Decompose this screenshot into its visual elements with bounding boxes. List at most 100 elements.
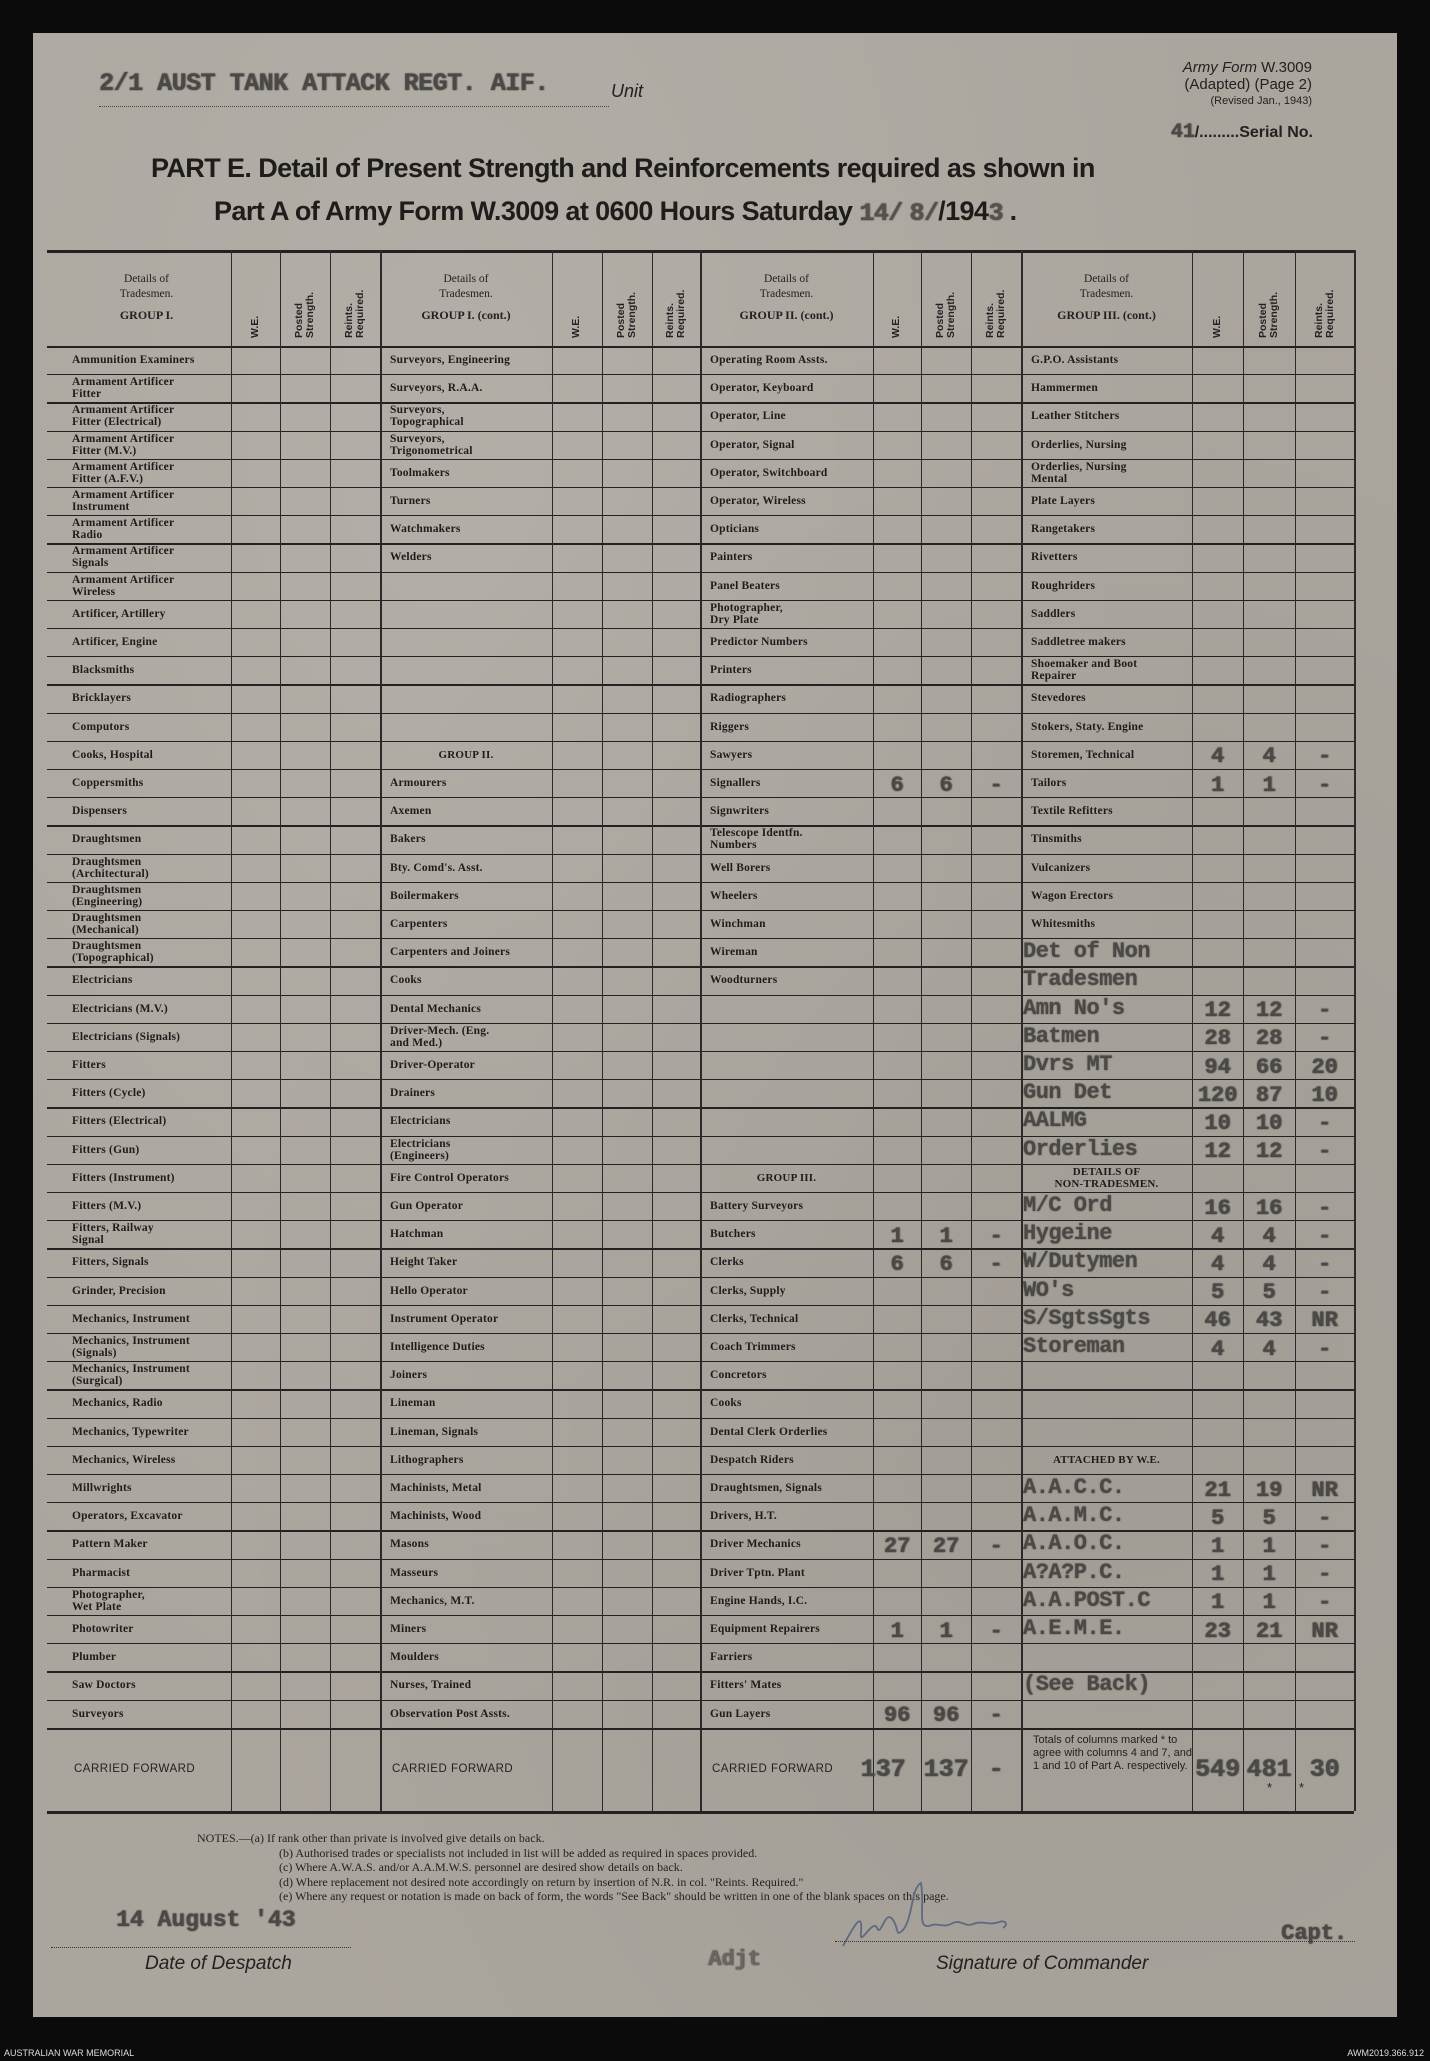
value-we: 4 (1210, 1336, 1225, 1362)
value-posted: 12 (1255, 998, 1283, 1024)
carried-forward-we: 549 (1194, 1754, 1240, 1784)
trade-label: Draughtsmen (72, 833, 142, 846)
trade-label: Lineman, Signals (390, 1425, 479, 1438)
column-rule (1021, 250, 1024, 1811)
value-posted: 4 (1262, 1251, 1276, 1277)
value-reinf: - (1317, 1110, 1332, 1136)
value-reinf: - (989, 1223, 1003, 1249)
value-posted: 27 (932, 1533, 960, 1559)
trade-label: Coppersmiths (72, 777, 144, 790)
rank-label: Capt. (1281, 1921, 1348, 1946)
trade-label: Ammunition Examiners (72, 354, 195, 367)
trade-label: Signallers (710, 777, 761, 790)
trade-label: A.A.O.C. (1023, 1531, 1125, 1557)
value-posted: 43 (1255, 1308, 1283, 1334)
trade-label: Vulcanizers (1031, 861, 1091, 874)
column-header-posted: Posted Strength. (934, 291, 957, 338)
trade-label: Sawyers (710, 748, 753, 761)
trade-label: Tinsmiths (1031, 833, 1082, 846)
trade-label: Grinder, Precision (72, 1284, 166, 1297)
column-header-posted: Posted Strength. (1257, 291, 1280, 338)
trade-label: Photographer, Dry Plate (710, 601, 783, 626)
value-reinf: - (1317, 772, 1332, 798)
trade-label: Nurses, Trained (390, 1679, 472, 1692)
value-posted: 1 (1262, 1562, 1276, 1588)
form-name: Army Form (1182, 59, 1257, 76)
trade-label: W/Dutymen (1023, 1249, 1138, 1275)
trade-label: Operators, Excavator (72, 1510, 183, 1523)
column-rule (700, 250, 703, 1811)
trade-label: Surveyors, Trigonometrical (390, 432, 473, 457)
trade-label: Equipment Repairers (710, 1623, 820, 1636)
group-header: GROUP III. (cont.) (1057, 308, 1156, 322)
notes: NOTES.—(a) If rank other than private is… (197, 1831, 949, 1904)
trade-label: Gun Layers (710, 1707, 771, 1720)
signature-label: Signature of Commander (936, 1953, 1149, 1974)
trade-label: Orderlies, Nursing (1031, 438, 1127, 451)
trade-label: Turners (390, 495, 431, 508)
date-day: 14/ (859, 199, 903, 228)
total-marker-star: * (1299, 1779, 1305, 1795)
trade-label: Roughriders (1031, 579, 1096, 592)
footer-reference: AWM2019.366.912 (1347, 2048, 1424, 2058)
value-we: 96 (883, 1703, 911, 1729)
trade-label: Pattern Maker (72, 1538, 148, 1551)
value-we: 5 (1210, 1505, 1225, 1531)
trade-label: Battery Surveyors (710, 1200, 804, 1213)
details-header: Details of Tradesmen. (119, 273, 174, 300)
form-revised: (Revised Jan., 1943) (1210, 95, 1313, 107)
trade-label: Electricians (390, 1115, 451, 1128)
trade-label: WO's (1023, 1277, 1074, 1303)
trade-label: Well Borers (710, 861, 771, 874)
trade-label: Rivetters (1031, 551, 1078, 564)
trade-label: Radiographers (710, 692, 787, 705)
form-number: W.3009 (1261, 59, 1312, 76)
trade-label: Operator, Signal (710, 438, 795, 451)
trade-label: Hatchman (390, 1228, 444, 1241)
trade-label: Mechanics, Radio (72, 1397, 163, 1410)
trade-label: Whitesmiths (1031, 918, 1096, 931)
trade-label: Fitters, Signals (72, 1256, 149, 1269)
trade-label: Wagon Erectors (1031, 889, 1114, 902)
value-reinf: - (989, 1533, 1003, 1559)
trade-label: Lineman (390, 1397, 436, 1410)
trade-label: Mechanics, Instrument (72, 1312, 190, 1325)
trade-label: Masseurs (390, 1566, 439, 1579)
trade-label: Armament Artificer Signals (72, 545, 175, 570)
serial-label: Serial No. (1239, 124, 1313, 141)
value-posted: 5 (1262, 1280, 1276, 1306)
carried-forward-posted: 481 (1246, 1754, 1292, 1784)
value-reinf: - (989, 772, 1003, 798)
trade-label: Dental Mechanics (390, 1002, 482, 1015)
trade-label: (See Back) (1023, 1672, 1151, 1698)
column-rule (873, 250, 875, 1811)
trade-label: Armament Artificer Fitter (Electrical) (72, 404, 175, 429)
form-adapted: (Adapted) (Page 2) (1184, 76, 1312, 93)
value-we: 4 (1210, 744, 1225, 770)
trade-label: Surveyors, Topographical (390, 404, 464, 429)
trade-label: Fitters (Instrument) (72, 1171, 175, 1184)
column-rule (280, 250, 282, 1811)
value-posted: 66 (1255, 1054, 1283, 1080)
trade-label: Predictor Numbers (710, 636, 808, 649)
value-reinf: - (989, 1703, 1003, 1729)
date-year-printed: /194 (938, 196, 989, 226)
signature-dotted-line (835, 1941, 1355, 1942)
value-we: 94 (1204, 1054, 1231, 1080)
trade-label: Dispensers (72, 805, 128, 818)
trade-label: Fitters (Cycle) (72, 1087, 146, 1100)
trade-label: A?A?P.C. (1023, 1559, 1125, 1585)
value-we: 28 (1204, 1026, 1231, 1052)
value-reinf: - (1317, 998, 1332, 1024)
trade-label: Plumber (72, 1651, 117, 1664)
trade-label: S/SgtsSgts (1023, 1305, 1151, 1331)
trade-label: Armament Artificer Instrument (72, 489, 175, 514)
column-header-we: W.E. (890, 315, 902, 338)
trade-label: Winchman (710, 918, 766, 931)
trade-label: Welders (390, 551, 432, 564)
trade-label: Batmen (1023, 1023, 1100, 1049)
trade-label: Panel Beaters (710, 579, 780, 592)
trade-label: Orderlies (1023, 1136, 1138, 1162)
value-we: 1 (1210, 1533, 1225, 1559)
trade-label: Draughtsmen (Topographical) (72, 940, 154, 965)
